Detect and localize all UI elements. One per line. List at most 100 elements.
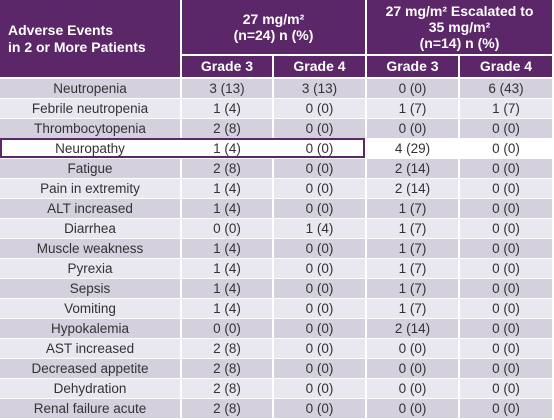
cell-text: 1 (4) [213, 140, 241, 156]
row-cell: 2 (8) [182, 359, 272, 378]
cell-text: 0 (0) [305, 180, 334, 196]
row-label: Pyrexia [0, 259, 180, 278]
row-cell: 0 (0) [460, 199, 552, 218]
cell-text: 0 (0) [213, 320, 241, 336]
header-grade: Grade 4 [274, 56, 365, 77]
cell-text: 0 (0) [305, 280, 334, 296]
cell-text: 1 (4) [213, 100, 241, 116]
row-label: Dehydration [0, 379, 180, 398]
row-cell: 2 (14) [367, 159, 458, 178]
row-label-text: Diarrhea [64, 220, 116, 236]
header-grade: Grade 3 [182, 56, 272, 77]
row-cell: 2 (8) [182, 339, 272, 358]
cell-text: 0 (0) [398, 120, 427, 136]
header-text: 27 mg/m² [242, 10, 305, 27]
row-label: Thrombocytopenia [0, 119, 180, 138]
row-cell: 0 (0) [460, 279, 552, 298]
row-label-text: Dehydration [53, 380, 127, 396]
cell-text: 0 (0) [213, 220, 241, 236]
cell-text: 0 (0) [305, 360, 334, 376]
cell-text: 0 (0) [492, 260, 520, 276]
cell-text: 1 (4) [305, 220, 334, 236]
row-cell: 0 (0) [182, 319, 272, 338]
cell-text: 0 (0) [492, 240, 520, 256]
row-label-text: AST increased [45, 340, 135, 356]
header-text: 27 mg/m² Escalated to [385, 2, 534, 19]
row-cell: 3 (13) [274, 79, 365, 98]
row-label: Vomiting [0, 299, 180, 318]
row-cell: 2 (14) [367, 179, 458, 198]
cell-text: 2 (8) [213, 120, 241, 136]
row-label-text: Pain in extremity [40, 180, 140, 196]
cell-text: 2 (8) [213, 380, 241, 396]
row-cell: 0 (0) [460, 179, 552, 198]
row-cell: 0 (0) [460, 139, 552, 158]
row-label: Neuropathy [0, 139, 180, 158]
row-cell: 2 (14) [367, 319, 458, 338]
row-cell: 4 (29) [367, 139, 458, 158]
row-cell: 0 (0) [274, 119, 365, 138]
cell-text: 0 (0) [492, 300, 520, 316]
row-label-text: Sepsis [69, 280, 111, 296]
cell-text: 2 (8) [213, 400, 241, 416]
row-cell: 1 (7) [367, 219, 458, 238]
cell-text: 1 (7) [492, 100, 520, 116]
row-label-text: Thrombocytopenia [34, 120, 146, 136]
row-cell: 0 (0) [274, 339, 365, 358]
cell-text: 2 (8) [213, 340, 241, 356]
row-cell: 0 (0) [182, 219, 272, 238]
row-cell: 0 (0) [274, 279, 365, 298]
row-cell: 0 (0) [367, 359, 458, 378]
cell-text: 3 (13) [209, 80, 245, 96]
row-cell: 1 (4) [182, 259, 272, 278]
row-label: Muscle weakness [0, 239, 180, 258]
header-group: 27 mg/m² (n=24) n (%) [182, 0, 365, 54]
cell-text: 0 (0) [492, 140, 520, 156]
row-highlight [0, 138, 365, 158]
cell-text: 0 (0) [305, 140, 334, 156]
cell-text: 2 (8) [213, 160, 241, 176]
cell-text: 0 (0) [305, 260, 334, 276]
cell-text: 0 (0) [492, 320, 520, 336]
row-cell: 6 (43) [460, 79, 552, 98]
row-cell: 0 (0) [274, 179, 365, 198]
row-cell: 1 (7) [367, 99, 458, 118]
row-cell: 0 (0) [274, 199, 365, 218]
cell-text: 0 (0) [492, 280, 520, 296]
row-cell: 0 (0) [460, 319, 552, 338]
row-cell: 0 (0) [367, 379, 458, 398]
row-cell: 2 (8) [182, 159, 272, 178]
cell-text: 0 (0) [492, 200, 520, 216]
cell-text: 2 (14) [394, 320, 431, 336]
cell-text: 1 (4) [213, 260, 241, 276]
row-label: Pain in extremity [0, 179, 180, 198]
row-cell: 2 (8) [182, 399, 272, 418]
cell-text: 0 (0) [492, 400, 520, 416]
row-label: ALT increased [0, 199, 180, 218]
row-label: AST increased [0, 339, 180, 358]
cell-text: 1 (7) [398, 200, 427, 216]
row-cell: 0 (0) [367, 119, 458, 138]
cell-text: 3 (13) [301, 80, 338, 96]
cell-text: 0 (0) [305, 160, 334, 176]
cell-text: 1 (7) [398, 280, 427, 296]
row-label-text: Hypokalemia [50, 320, 130, 336]
header-grade: Grade 3 [367, 56, 458, 77]
cell-text: 0 (0) [305, 100, 334, 116]
cell-text: 2 (8) [213, 360, 241, 376]
row-cell: 2 (8) [182, 119, 272, 138]
row-cell: 1 (4) [182, 239, 272, 258]
row-label-text: Fatigue [67, 160, 113, 176]
cell-text: 0 (0) [398, 360, 427, 376]
header-text: (n=14) n (%) [419, 35, 500, 52]
cell-text: 1 (7) [398, 300, 427, 316]
cell-text: 0 (0) [398, 340, 427, 356]
cell-text: 1 (7) [398, 240, 427, 256]
header-text: Adverse Events [8, 22, 114, 39]
row-cell: 0 (0) [460, 119, 552, 138]
header-grade: Grade 4 [460, 56, 552, 77]
row-cell: 1 (7) [367, 279, 458, 298]
cell-text: 0 (0) [492, 360, 520, 376]
row-cell: 0 (0) [460, 359, 552, 378]
row-label: Sepsis [0, 279, 180, 298]
